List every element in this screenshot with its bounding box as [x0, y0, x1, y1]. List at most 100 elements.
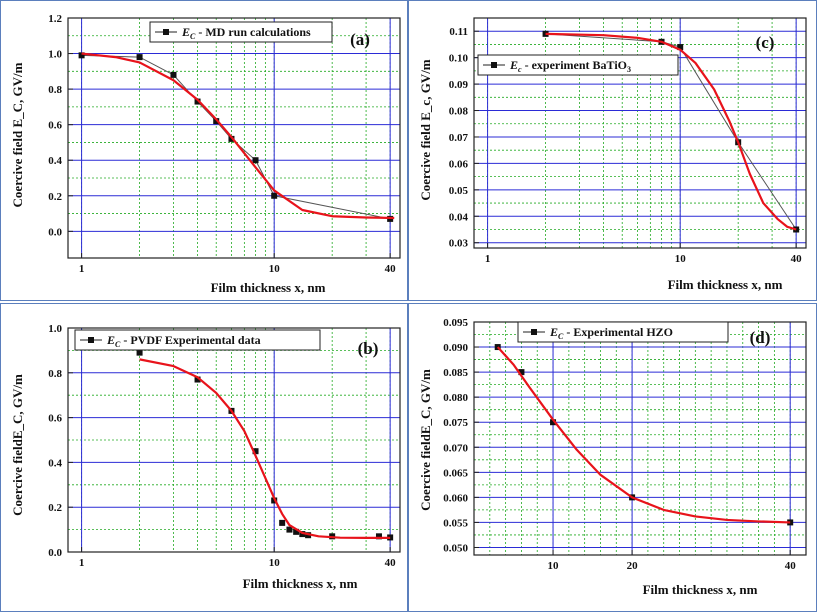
data-point-marker	[677, 44, 684, 51]
data-point-marker	[194, 376, 201, 383]
y-tick-label: 0.4	[48, 457, 62, 469]
y-tick-label: 0.03	[449, 238, 469, 250]
data-point-marker	[550, 419, 557, 426]
y-tick-label: 0.05	[449, 185, 469, 197]
chart-panel-b: 0.0 0.2 0.4 0.6 0.8 1.0 1 10 40 EC - PVDF Experim…	[10, 323, 401, 591]
y-tick-label: 0.085	[443, 367, 468, 379]
legend-box	[74, 329, 321, 351]
y-tick-label: 0.0	[48, 226, 62, 238]
x-tick-label: 40	[385, 557, 397, 569]
data-point-marker	[228, 135, 235, 142]
chart-panel-c: 0.03 0.04 0.05 0.06 0.07 0.08 0.09 0.10 0.11 1 10 4…	[418, 17, 807, 292]
data-point-marker	[170, 71, 177, 78]
y-tick-label: 0.09	[449, 79, 469, 91]
y-tick-label: 0.04	[449, 211, 469, 223]
data-point-marker	[518, 369, 525, 376]
legend-label: EC - Experimental HZO	[549, 325, 673, 341]
fit-curve	[81, 52, 395, 220]
panel-label: (a)	[350, 30, 370, 49]
legend-marker-swatch	[531, 329, 537, 335]
y-axis-label: Coercive field E_c, GV/m	[418, 59, 433, 200]
x-tick-label: 10	[269, 263, 281, 275]
panel-label: (d)	[750, 328, 771, 347]
panel-label: (b)	[358, 339, 379, 358]
y-tick-label: 1.2	[48, 13, 62, 25]
x-axis-label: Film thickness x, nm	[243, 576, 358, 591]
legend: EC - MD run calculations	[149, 21, 333, 43]
legend-box	[477, 54, 679, 76]
y-tick-label: 0.070	[443, 442, 468, 454]
y-tick-label: 0.095	[443, 317, 468, 329]
plot-frame	[67, 327, 401, 553]
legend: EC - Experimental HZO	[517, 321, 729, 343]
y-tick-label: 0.07	[449, 132, 469, 144]
x-tick-label: 40	[785, 560, 797, 572]
y-tick-label: 0.06	[449, 158, 469, 170]
x-tick-label: 10	[269, 557, 281, 569]
y-axis-label: Coercive field E_C, GV/m	[10, 62, 25, 207]
x-tick-label: 20	[627, 560, 639, 572]
x-tick-label: 1	[485, 253, 491, 265]
x-axis-label: Film thickness x, nm	[643, 582, 758, 597]
y-tick-label: 1.0	[48, 49, 62, 61]
plot-frame	[473, 17, 807, 249]
y-tick-label: 0.090	[443, 342, 468, 354]
y-tick-label: 0.065	[443, 467, 468, 479]
data-point-marker	[252, 448, 259, 455]
data-point-marker	[271, 192, 278, 199]
legend-box	[517, 321, 729, 343]
y-tick-label: 1.0	[48, 323, 62, 335]
fit-curve	[496, 346, 791, 524]
legend: Ec - experiment BaTiO3	[477, 54, 679, 76]
chart-panel-d: 0.050 0.055 0.060 0.065 0.070 0.075 0.080 0.085…	[418, 317, 807, 597]
data-point-marker	[293, 528, 300, 535]
plot-frame	[67, 17, 401, 259]
y-tick-label: 0.2	[48, 191, 62, 203]
y-tick-label: 0.050	[443, 542, 468, 554]
x-tick-label: 40	[791, 253, 803, 265]
y-tick-label: 0.10	[449, 53, 469, 65]
y-tick-label: 0.11	[449, 26, 468, 38]
chart-panel-a: 0.0 0.2 0.4 0.6 0.8 1.0 1.2 1 10 40 EC - MD run ca…	[10, 13, 401, 295]
y-tick-label: 0.055	[443, 517, 468, 529]
y-tick-label: 0.8	[48, 368, 62, 380]
legend-marker-swatch	[163, 29, 169, 35]
legend-label: EC - PVDF Experimental data	[106, 333, 261, 349]
data-point-marker	[136, 349, 143, 356]
fit-curve	[545, 32, 797, 231]
legend: EC - PVDF Experimental data	[74, 329, 321, 351]
data-point-marker	[279, 519, 286, 526]
data-point-marker	[136, 54, 143, 61]
panel-label: (c)	[756, 33, 775, 52]
y-tick-label: 0.8	[48, 84, 62, 96]
data-point-marker	[78, 52, 85, 59]
x-axis-label: Film thickness x, nm	[211, 280, 326, 295]
plot-frame	[473, 321, 807, 556]
y-axis-label: Coercive fieldE_C, GV/m	[10, 374, 25, 516]
y-tick-label: 0.0	[48, 547, 62, 559]
x-tick-label: 40	[385, 263, 397, 275]
y-tick-label: 0.2	[48, 502, 62, 514]
legend-label: EC - MD run calculations	[181, 25, 311, 41]
x-axis-label: Film thickness x, nm	[668, 277, 783, 292]
y-tick-label: 0.6	[48, 413, 62, 425]
fit-curve	[139, 358, 391, 539]
y-tick-label: 0.08	[449, 106, 469, 118]
x-tick-label: 1	[79, 557, 85, 569]
x-tick-label: 10	[675, 253, 687, 265]
y-axis-label: Coercive fieldE_C, GV/m	[418, 369, 433, 511]
y-tick-label: 0.080	[443, 392, 468, 404]
legend-marker-swatch	[88, 337, 94, 343]
data-point-marker	[194, 98, 201, 105]
panel-frame-a	[0, 0, 408, 301]
legend-label: Ec - experiment BaTiO3	[509, 58, 631, 74]
data-point-marker	[375, 533, 382, 540]
y-tick-label: 0.060	[443, 492, 468, 504]
data-series-line	[81, 54, 391, 220]
legend-box	[149, 21, 333, 43]
y-tick-label: 0.075	[443, 417, 468, 429]
data-point-marker	[286, 526, 293, 533]
x-tick-label: 10	[548, 560, 560, 572]
